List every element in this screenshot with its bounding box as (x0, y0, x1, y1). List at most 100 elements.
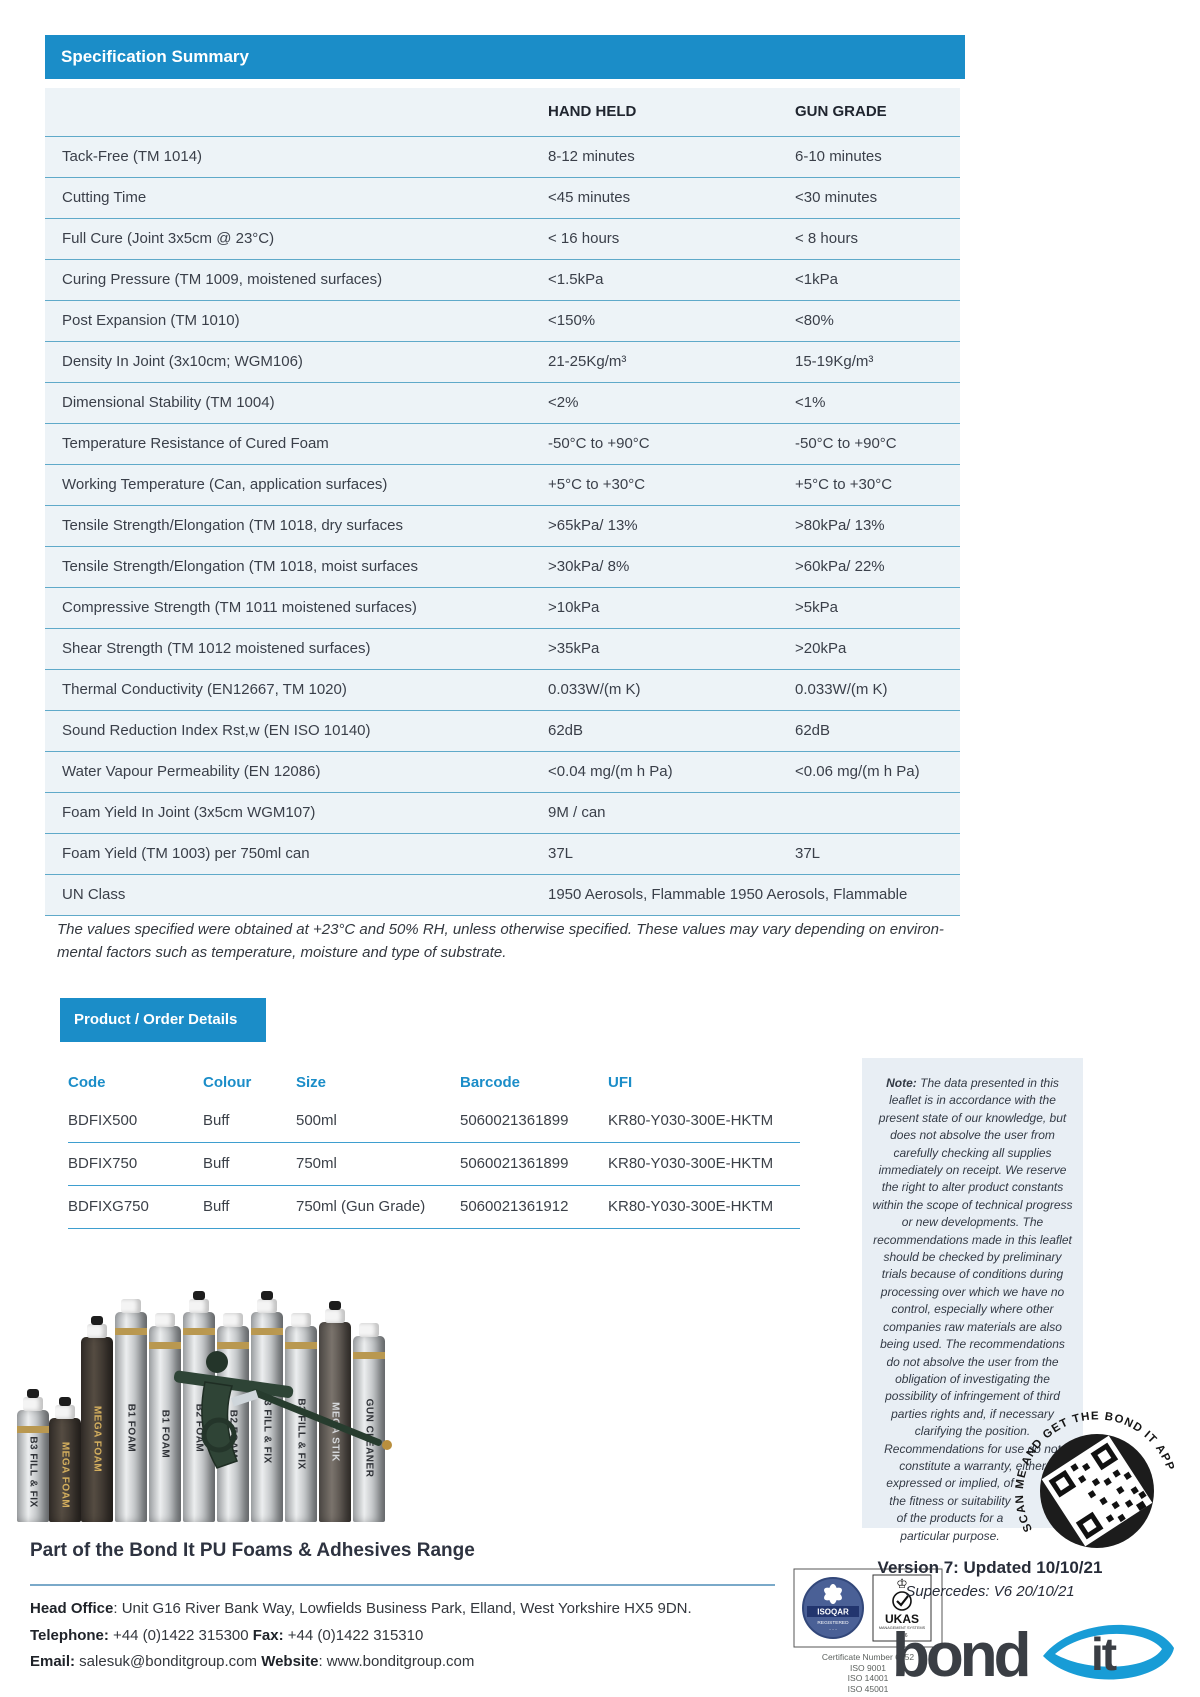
can-label: B1 FOAM (125, 1403, 137, 1452)
spec-table-row: Curing Pressure (TM 1009, moistened surf… (45, 259, 960, 300)
spec-hand-held-value: -50°C to +90°C (548, 435, 650, 452)
spec-footnote: The values specified were obtained at +2… (57, 918, 1047, 964)
spec-property-label: Temperature Resistance of Cured Foam (62, 435, 329, 452)
spec-footnote-line1: The values specified were obtained at +2… (57, 921, 944, 938)
can-band (115, 1328, 147, 1335)
foam-can: B3 FILL & FIX (251, 1291, 283, 1522)
spec-hand-held-value: 21-25Kg/m³ (548, 353, 627, 370)
can-cap (23, 1389, 43, 1411)
spec-hand-held-value: 0.033W/(m K) (548, 681, 641, 698)
note-text: The data presented in this leaflet is in… (872, 1076, 1073, 1473)
iso-standard: ISO 45001 (847, 1683, 889, 1694)
isoqar-label: ISOQAR (817, 1608, 849, 1617)
version-line: Version 7: Updated 10/10/21 (877, 1558, 1103, 1577)
product-table-row: BDFIX500 Buff 500ml 5060021361899 KR80-Y… (68, 1100, 800, 1143)
spec-property-label: Working Temperature (Can, application su… (62, 476, 388, 493)
spec-table-row: Water Vapour Permeability (EN 12086) <0.… (45, 751, 960, 792)
spec-hand-held-value: <150% (548, 312, 596, 329)
spec-property-label: Full Cure (Joint 3x5cm @ 23°C) (62, 230, 275, 247)
logo-word: bond (895, 1621, 1028, 1690)
product-table-row: BDFIX750 Buff 750ml 5060021361899 KR80-Y… (68, 1143, 800, 1186)
foam-can: MEGA FOAM (49, 1397, 81, 1522)
spec-gun-grade-value: >60kPa/ 22% (795, 558, 885, 575)
spec-gun-grade-value: <0.06 mg/(m h Pa) (795, 763, 920, 780)
spec-property-label: Density In Joint (3x10cm; WGM106) (62, 353, 303, 370)
crown-icon: ♔ (896, 1576, 908, 1591)
telephone-value: +44 (0)1422 315300 (108, 1626, 253, 1644)
spec-footnote-line2: mental factors such as temperature, mois… (57, 944, 507, 961)
product-colour: Buff (203, 1155, 230, 1172)
can-band (217, 1342, 249, 1349)
spec-property-label: Curing Pressure (TM 1009, moistened surf… (62, 271, 383, 288)
spec-property-label: Dimensional Stability (TM 1004) (62, 394, 275, 411)
note-tail: expressed or implied, of the fitness or … (886, 1476, 1014, 1543)
spec-gun-grade-value: >80kPa/ 13% (795, 517, 885, 534)
spec-gun-grade-value: >20kPa (795, 640, 847, 657)
spec-table-row: Thermal Conductivity (EN12667, TM 1020) … (45, 669, 960, 710)
spec-table-row: Tack-Free (TM 1014) 8-12 minutes 6-10 mi… (45, 136, 960, 177)
logo-swoosh (1043, 1624, 1174, 1680)
spec-property-label: Shear Strength (TM 1012 moistened surfac… (62, 640, 371, 657)
spec-hand-held-value: <1.5kPa (548, 271, 604, 288)
spec-table-rows: Tack-Free (TM 1014) 8-12 minutes 6-10 mi… (45, 136, 960, 915)
product-col-size: Size (296, 1074, 327, 1091)
footer-email-line: Email: salesuk@bonditgroup.com Website: … (30, 1649, 692, 1676)
can-band (353, 1352, 385, 1359)
spec-gun-grade-value: >5kPa (795, 599, 838, 616)
spec-table-row: Density In Joint (3x10cm; WGM106) 21-25K… (45, 341, 960, 382)
spec-property-label: Thermal Conductivity (EN12667, TM 1020) (62, 681, 347, 698)
check-icon (896, 1595, 909, 1607)
product-order-header: Product / Order Details (60, 998, 266, 1042)
spec-col-gun-grade: GUN GRADE (795, 103, 887, 120)
can-label: B1 FOAM (159, 1409, 171, 1459)
can-cap (189, 1291, 209, 1313)
ukas-label: UKAS (885, 1612, 919, 1626)
spec-hand-held-value: <2% (548, 394, 579, 411)
can-cap (87, 1316, 107, 1338)
website-label: Website (261, 1653, 319, 1670)
spec-property-label: Tensile Strength/Elongation (TM 1018, mo… (62, 558, 419, 575)
spec-hand-held-value: 8-12 minutes (548, 148, 635, 165)
version-info: Version 7: Updated 10/10/21 Supercedes: … (860, 1558, 1120, 1600)
spec-table-head: HAND HELD GUN GRADE (45, 88, 960, 136)
spec-table-row: UN Class 1950 Aerosols, Flammable 1950 A… (45, 874, 960, 915)
product-col-barcode: Barcode (460, 1074, 521, 1091)
spec-table-row: Cutting Time <45 minutes <30 minutes (45, 177, 960, 218)
spec-hand-held-value: < 16 hours (548, 230, 620, 247)
spec-hand-held-value: 62dB (548, 722, 584, 739)
product-table-head: Code Colour Size Barcode UFI (68, 1066, 800, 1100)
bondit-logo: bond it (895, 1621, 1174, 1690)
email-value[interactable]: salesuk@bonditgroup.com (75, 1653, 262, 1670)
spec-combined-value: 1950 Aerosols, Flammable 1950 Aerosols, … (548, 886, 908, 903)
spec-gun-grade-value: 0.033W/(m K) (795, 681, 888, 698)
range-caption: Part of the Bond It PU Foams & Adhesives… (30, 1540, 475, 1561)
telephone-label: Telephone: (30, 1626, 109, 1644)
fax-value: +44 (0)1422 315310 (283, 1626, 424, 1644)
spec-hand-held-value: 37L (548, 845, 574, 862)
product-ufi: KR80-Y030-300E-HKTM (608, 1198, 774, 1215)
spec-table-row: Temperature Resistance of Cured Foam -50… (45, 423, 960, 464)
product-code: BDFIX500 (68, 1112, 138, 1129)
can-cap (121, 1299, 141, 1313)
product-table: Code Colour Size Barcode UFI BDFIX500 Bu… (68, 1066, 800, 1229)
isoqar-badge: ISOQAR REGISTERED ~ ~ ~ (802, 1577, 864, 1639)
ukas-badge: ♔ UKAS MANAGEMENT SYSTEMS 0026 (872, 1574, 932, 1642)
spec-hand-held-value: <0.04 mg/(m h Pa) (548, 763, 673, 780)
can-cap (223, 1313, 243, 1327)
spec-table-row: Working Temperature (Can, application su… (45, 464, 960, 505)
can-cap (359, 1323, 379, 1337)
can-label: MEGA FOAM (59, 1442, 71, 1509)
spec-summary-header: Specification Summary (45, 35, 965, 79)
spec-hand-held-value: >30kPa/ 8% (548, 558, 630, 575)
foam-can: B1 FOAM (115, 1299, 147, 1522)
can-band (17, 1426, 49, 1433)
spec-gun-grade-value: <1% (795, 394, 826, 411)
spec-gun-grade-value: +5°C to +30°C (795, 476, 893, 493)
spec-summary-title: Specification Summary (61, 47, 250, 66)
ukas-sub-label: MANAGEMENT SYSTEMS (879, 1626, 926, 1630)
spec-property-label: Tack-Free (TM 1014) (62, 148, 203, 165)
website-value[interactable]: : www.bonditgroup.com (318, 1653, 475, 1670)
can-cap (291, 1313, 311, 1327)
can-label: B3 FILL & FIX (261, 1391, 273, 1464)
spec-table-row: Foam Yield (TM 1003) per 750ml can 37L 3… (45, 833, 960, 874)
